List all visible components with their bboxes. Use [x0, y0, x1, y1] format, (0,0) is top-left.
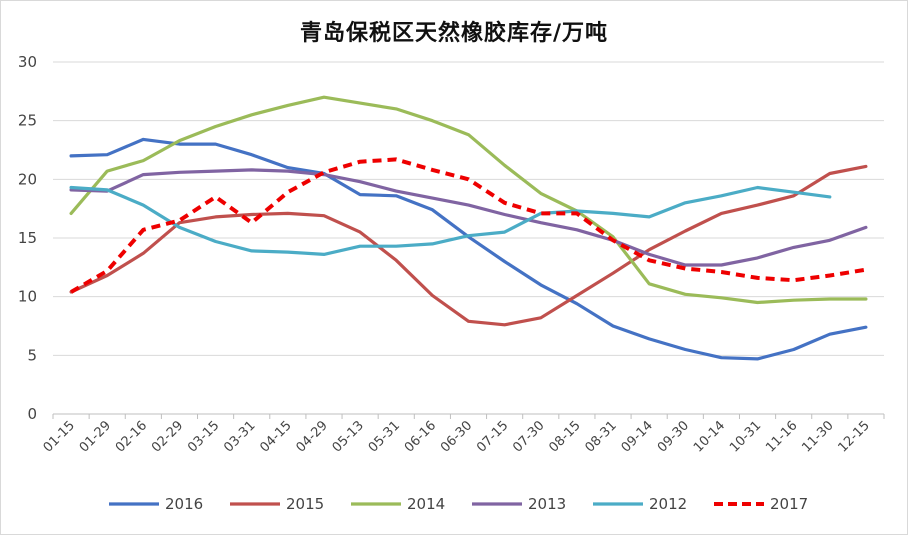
x-tick-label: 11-16 [763, 418, 800, 455]
series-line-2012 [69, 185, 832, 256]
y-tick-label: 30 [18, 53, 37, 71]
x-tick-label: 11-30 [799, 418, 836, 455]
legend-label: 2013 [528, 495, 566, 513]
x-tick-label: 10-31 [727, 418, 764, 455]
legend-label: 2015 [286, 495, 324, 513]
x-tick-label: 05-13 [330, 418, 367, 455]
x-tick-label: 09-30 [655, 418, 692, 455]
legend-label: 2012 [649, 495, 687, 513]
series-line-2013 [69, 168, 868, 267]
x-tick-label: 06-16 [402, 418, 439, 455]
x-tick-label: 03-15 [185, 418, 222, 455]
x-tick-label: 10-14 [691, 418, 728, 455]
series-line-2017 [70, 157, 867, 294]
x-tick-label: 08-15 [546, 418, 583, 455]
y-tick-label: 10 [18, 288, 37, 306]
x-tick-label: 05-31 [366, 418, 403, 455]
x-tick-label: 08-31 [583, 418, 620, 455]
chart-title: 青岛保税区天然橡胶库存/万吨 [299, 21, 609, 46]
x-tick-label: 02-16 [113, 418, 150, 455]
x-tick-label: 02-29 [149, 418, 186, 455]
y-tick-label: 5 [27, 346, 37, 364]
x-tick-label: 04-15 [257, 418, 294, 455]
x-tick-label: 07-30 [510, 418, 547, 455]
x-tick-label: 04-29 [293, 418, 330, 455]
x-tick-label: 06-30 [438, 418, 475, 455]
series-line-2014 [69, 95, 868, 305]
series-line-2015 [69, 164, 868, 327]
x-tick-label: 07-15 [474, 418, 511, 455]
y-tick-label: 15 [18, 229, 37, 247]
x-tick-label: 01-29 [77, 418, 114, 455]
x-tick-label: 01-15 [41, 418, 78, 455]
legend-label: 2016 [165, 495, 203, 513]
legend-label: 2014 [407, 495, 445, 513]
y-tick-label: 20 [18, 170, 37, 188]
y-tick-label: 25 [18, 112, 37, 130]
x-tick-label: 09-14 [619, 418, 656, 455]
x-tick-label: 12-15 [835, 418, 872, 455]
x-tick-label: 03-31 [221, 418, 258, 455]
y-tick-label: 0 [27, 405, 37, 423]
legend-label: 2017 [770, 495, 808, 513]
